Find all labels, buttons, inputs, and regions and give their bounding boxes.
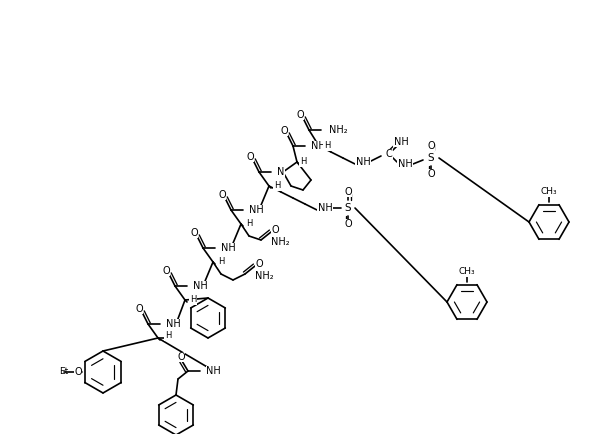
Text: NH₂: NH₂ <box>255 271 274 281</box>
Text: Et: Et <box>59 368 68 377</box>
Text: C: C <box>386 149 392 159</box>
Text: H: H <box>218 257 224 266</box>
Text: O: O <box>255 259 263 269</box>
Text: NH: NH <box>356 157 370 167</box>
Text: NH₂: NH₂ <box>271 237 290 247</box>
Text: O: O <box>271 225 279 235</box>
Text: O: O <box>246 152 254 162</box>
Text: H: H <box>300 158 306 167</box>
Text: O: O <box>177 352 185 362</box>
Text: O: O <box>427 169 435 179</box>
Text: NH: NH <box>311 141 326 151</box>
Text: NH: NH <box>318 203 332 213</box>
Text: S: S <box>428 153 434 163</box>
Text: N: N <box>277 167 284 177</box>
Text: S: S <box>345 203 351 213</box>
Text: O: O <box>190 228 198 238</box>
Text: NH: NH <box>393 137 408 147</box>
Text: NH: NH <box>206 366 221 376</box>
Text: O: O <box>218 190 226 200</box>
Text: CH₃: CH₃ <box>541 187 557 197</box>
Text: NH₂: NH₂ <box>329 125 348 135</box>
Text: H: H <box>190 296 196 305</box>
Text: H: H <box>324 141 330 151</box>
Text: NH: NH <box>193 281 208 291</box>
Text: CH₃: CH₃ <box>459 267 475 276</box>
Text: O: O <box>74 367 82 377</box>
Text: NH: NH <box>398 159 412 169</box>
Text: O: O <box>280 126 288 136</box>
Text: NH: NH <box>166 319 181 329</box>
Text: H: H <box>165 332 171 341</box>
Text: H: H <box>246 220 252 228</box>
Text: NH: NH <box>221 243 236 253</box>
Text: O: O <box>135 304 143 314</box>
Text: O: O <box>162 266 170 276</box>
Text: O: O <box>296 110 304 120</box>
Text: O: O <box>427 141 435 151</box>
Text: NH: NH <box>249 205 264 215</box>
Text: O: O <box>344 187 352 197</box>
Text: H: H <box>274 181 280 191</box>
Text: O: O <box>344 219 352 229</box>
